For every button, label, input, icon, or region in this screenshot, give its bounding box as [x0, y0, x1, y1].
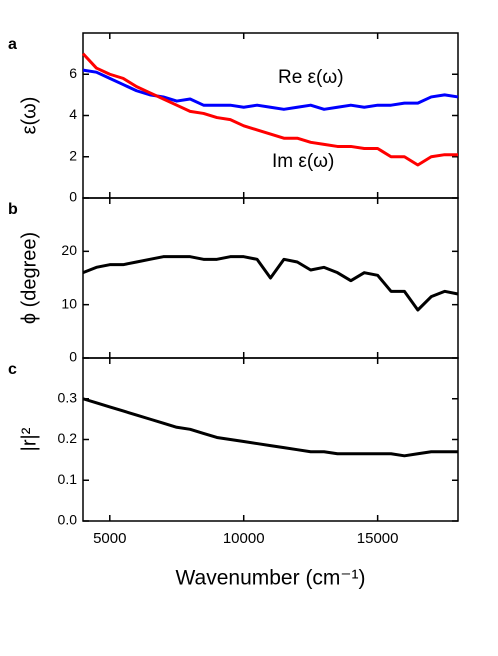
x-tick-label: 15000	[357, 530, 399, 547]
y-tick-label: 0.0	[58, 512, 78, 528]
data-line	[82, 397, 458, 458]
y-tick-label: 0.1	[58, 471, 78, 487]
x-axis-label: Wavenumber (cm⁻¹)	[176, 567, 366, 590]
y-axis-label: ϕ (degree)	[18, 232, 40, 324]
panel-label: b	[8, 201, 18, 218]
y-tick-label: 0	[69, 189, 77, 205]
y-tick-label: 20	[61, 242, 77, 258]
y-tick-label: 0.2	[58, 430, 78, 446]
y-tick-label: 2	[69, 147, 77, 163]
panel-label: a	[8, 36, 17, 53]
plot-frame	[82, 32, 459, 199]
x-tick-label: 5000	[93, 530, 126, 547]
x-tick-label: 10000	[223, 530, 265, 547]
y-axis-label: |r|²	[18, 427, 40, 451]
y-tick-label: 6	[69, 65, 77, 81]
data-line	[82, 255, 459, 312]
y-axis-label: ε(ω)	[18, 97, 40, 135]
panel-label: c	[8, 361, 17, 378]
series-label: Re ε(ω)	[278, 67, 344, 88]
data-line	[81, 52, 458, 167]
y-tick-label: 0	[69, 349, 77, 365]
plot-frame	[82, 357, 459, 522]
y-tick-label: 0.3	[58, 389, 78, 405]
series-label: Im ε(ω)	[272, 151, 334, 172]
data-line	[82, 68, 459, 111]
y-tick-label: 10	[61, 295, 77, 311]
y-tick-label: 4	[69, 106, 77, 122]
